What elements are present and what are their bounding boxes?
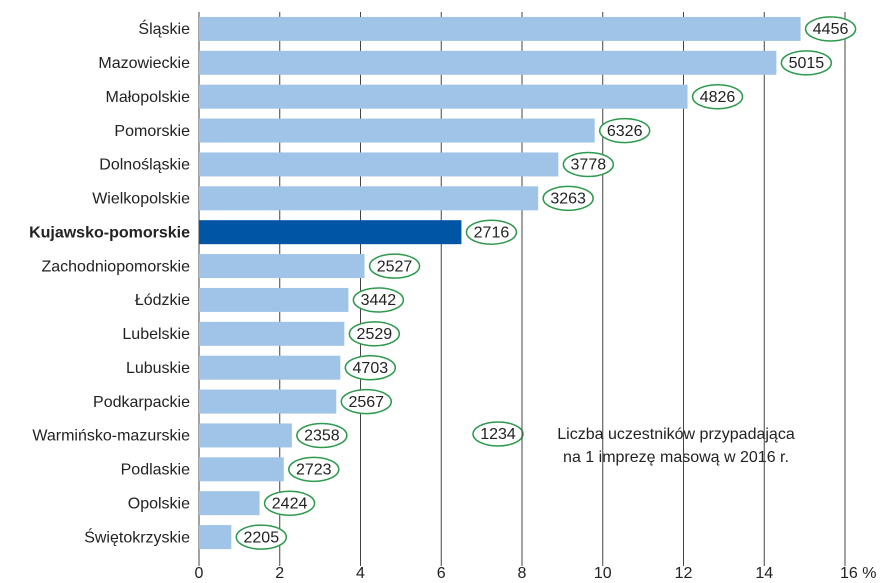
- participants-label: 2358: [304, 428, 340, 445]
- legend-text: Liczba uczestników przypadająca: [557, 426, 795, 443]
- bar: [199, 389, 337, 414]
- value-bubble: [691, 83, 744, 110]
- y-tick-label: Lubelskie: [122, 326, 190, 343]
- participants-label: 5015: [789, 55, 825, 72]
- legend-sample: 1234: [480, 426, 516, 443]
- participants-label: 2527: [377, 258, 413, 275]
- value-bubble: [804, 16, 857, 42]
- legend-bubble: [472, 421, 524, 447]
- y-tick-label: Małopolskie: [106, 89, 191, 106]
- x-tick-label: 4: [356, 565, 365, 582]
- participants-label: 2529: [357, 326, 393, 343]
- bar: [199, 423, 292, 448]
- value-bubble: [288, 456, 340, 483]
- y-tick-label: Śląskie: [138, 19, 190, 38]
- value-bubble: [542, 185, 594, 212]
- bar: [199, 457, 284, 482]
- value-bubble: [235, 524, 288, 550]
- value-bubble: [263, 490, 316, 516]
- y-tick-label: Mazowieckie: [98, 55, 190, 72]
- x-tick-label: 10: [594, 565, 612, 582]
- participants-label: 2716: [474, 224, 510, 241]
- y-tick-label: Lubuskie: [126, 360, 190, 377]
- x-tick-label: 14: [755, 565, 773, 582]
- x-tick-label: 2: [275, 565, 284, 582]
- value-bubble: [352, 287, 405, 313]
- y-tick-label: Kujawsko-pomorskie: [29, 224, 190, 241]
- x-tick-label: 16 %: [840, 565, 876, 582]
- bar: [199, 491, 260, 516]
- value-bubble: [368, 253, 421, 279]
- bar: [199, 321, 345, 346]
- x-tick-label: 0: [195, 565, 204, 582]
- y-tick-label: Łódzkie: [135, 292, 190, 309]
- bar: [199, 16, 801, 41]
- y-tick-label: Warmińsko-mazurskie: [32, 428, 190, 445]
- participants-label: 3778: [571, 157, 607, 174]
- y-tick-label: Świętokrzyskie: [84, 527, 190, 546]
- bar: [199, 220, 462, 245]
- y-tick-label: Pomorskie: [114, 123, 190, 140]
- value-bubble: [598, 117, 651, 144]
- value-bubble: [344, 354, 397, 381]
- bar: [199, 287, 349, 312]
- value-bubble: [562, 151, 615, 178]
- bar: [199, 525, 232, 550]
- bar: [199, 118, 595, 143]
- participants-label: 2424: [272, 495, 308, 512]
- participants-label: 4703: [353, 360, 389, 377]
- value-bubble: [340, 388, 393, 415]
- bar: [199, 254, 365, 279]
- y-tick-label: Podlaskie: [121, 462, 190, 479]
- legend-text: na 1 imprezę masową w 2016 r.: [563, 449, 789, 466]
- bar: [199, 186, 539, 211]
- bar: [199, 50, 777, 75]
- value-bubble: [348, 321, 401, 347]
- participants-label: 4456: [813, 21, 849, 38]
- participants-label: 6326: [607, 123, 643, 140]
- value-bubble: [780, 50, 833, 76]
- y-tick-label: Zachodniopomorskie: [41, 258, 190, 275]
- y-tick-label: Podkarpackie: [93, 394, 190, 411]
- y-tick-label: Opolskie: [128, 495, 190, 512]
- participants-label: 3442: [361, 292, 397, 309]
- value-bubble: [296, 422, 348, 449]
- bar: [199, 355, 341, 380]
- bar: [199, 84, 688, 109]
- bar: [199, 152, 559, 177]
- x-tick-label: 6: [437, 565, 446, 582]
- y-tick-label: Wielkopolskie: [92, 191, 190, 208]
- x-tick-label: 8: [518, 565, 527, 582]
- participants-label: 4826: [700, 89, 736, 106]
- participants-label: 2205: [244, 529, 280, 546]
- x-tick-label: 12: [675, 565, 693, 582]
- value-bubble: [465, 219, 518, 245]
- participants-label: 2723: [296, 462, 332, 479]
- participants-label: 3263: [550, 191, 586, 208]
- participants-label: 2567: [348, 394, 384, 411]
- y-tick-label: Dolnośląskie: [99, 157, 190, 174]
